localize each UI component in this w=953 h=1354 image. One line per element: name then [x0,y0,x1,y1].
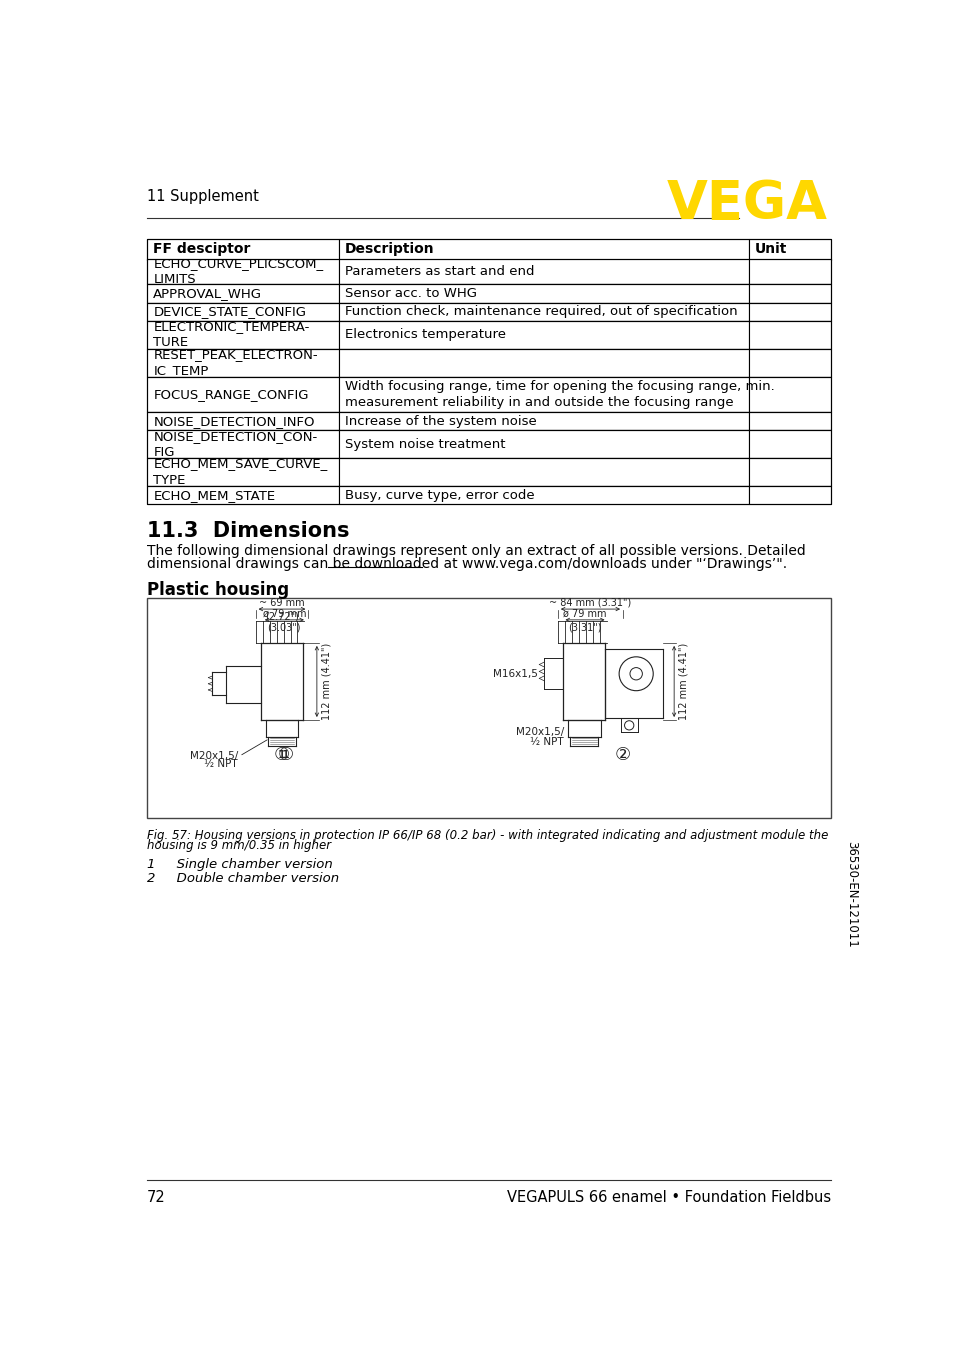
Bar [147,349,830,376]
Text: 112 mm (4.41"): 112 mm (4.41") [321,643,332,720]
Bar [147,303,338,321]
Text: VEGAPULS 66 enamel • Foundation Fieldbus: VEGAPULS 66 enamel • Foundation Fieldbus [506,1190,830,1205]
Text: VEGA: VEGA [666,177,827,230]
Bar [338,376,748,412]
Text: M16x1,5: M16x1,5 [493,669,537,678]
Text: FF desciptor: FF desciptor [153,242,251,256]
Text: ELECTRONIC_TEMPERA-
TURE: ELECTRONIC_TEMPERA- TURE [153,321,310,349]
Text: Increase of the system noise: Increase of the system noise [344,414,536,428]
Text: ECHO_MEM_STATE: ECHO_MEM_STATE [153,489,275,501]
Bar [147,321,830,349]
Bar [147,376,830,412]
Text: ½ NPT: ½ NPT [204,758,237,769]
Bar [338,458,748,486]
Text: Parameters as start and end: Parameters as start and end [344,265,534,279]
Text: ø 79 mm: ø 79 mm [562,608,606,619]
Text: Description: Description [344,242,434,256]
Bar [748,486,830,504]
Bar [147,240,830,260]
Text: ½ NPT: ½ NPT [530,737,563,746]
Bar [338,349,748,376]
Bar [748,284,830,303]
Text: dimensional drawings can be downloaded at www.vega.com/downloads under "‘Drawing: dimensional drawings can be downloaded a… [147,558,786,571]
Text: ~ 69 mm: ~ 69 mm [259,597,305,608]
Text: ①: ① [274,746,290,765]
Text: Sensor acc. to WHG: Sensor acc. to WHG [344,287,476,299]
Bar [338,303,748,321]
Bar [748,431,830,458]
Text: 72: 72 [147,1190,166,1205]
Text: Unit: Unit [754,242,786,256]
Text: ②: ② [615,746,630,765]
Bar [748,412,830,431]
Text: The following dimensional drawings represent only an extract of all possible ver: The following dimensional drawings repre… [147,544,805,558]
Bar [147,349,338,376]
Text: NOISE_DETECTION_CON-
FIG: NOISE_DETECTION_CON- FIG [153,429,317,459]
Text: M20x1,5/: M20x1,5/ [190,751,237,761]
Bar [147,284,338,303]
Bar [338,284,748,303]
Bar [748,458,830,486]
Text: 1     Single chamber version: 1 Single chamber version [147,858,333,871]
Bar [338,260,748,284]
Text: Plastic housing: Plastic housing [147,581,289,600]
Bar [748,376,830,412]
Bar [147,260,830,284]
Bar [147,458,830,486]
Bar [147,321,338,349]
Text: 112 mm (4.41"): 112 mm (4.41") [679,643,688,720]
Bar [338,240,748,260]
Bar [147,458,338,486]
Text: System noise treatment: System noise treatment [344,437,505,451]
Text: Fig. 57: Housing versions in protection IP 66/IP 68 (0.2 bar) - with integrated : Fig. 57: Housing versions in protection … [147,829,827,842]
Bar [748,349,830,376]
Bar [748,260,830,284]
Text: (3.03"): (3.03") [267,623,301,632]
Text: ~ 84 mm (3.31"): ~ 84 mm (3.31") [549,597,631,608]
Bar [748,303,830,321]
Text: ø 79 mm: ø 79 mm [262,608,306,619]
Bar [338,431,748,458]
Text: (2.72"): (2.72") [265,612,298,621]
Text: Function check, maintenance required, out of specification: Function check, maintenance required, ou… [344,306,737,318]
Bar [147,412,338,431]
Bar [147,431,338,458]
Text: Busy, curve type, error code: Busy, curve type, error code [344,489,534,501]
Text: Width focusing range, time for opening the focusing range, min.
measurement reli: Width focusing range, time for opening t… [344,379,774,409]
Bar [147,412,830,431]
Text: 11.3  Dimensions: 11.3 Dimensions [147,521,350,542]
Text: ECHO_MEM_SAVE_CURVE_
TYPE: ECHO_MEM_SAVE_CURVE_ TYPE [153,458,327,486]
Text: 36530-EN-121011: 36530-EN-121011 [844,841,858,948]
Bar [147,486,338,504]
Text: APPROVAL_WHG: APPROVAL_WHG [153,287,262,299]
Bar [147,376,338,412]
Bar [147,486,830,504]
Text: ①: ① [277,746,294,765]
Bar [748,321,830,349]
Text: housing is 9 mm/0.35 in higher: housing is 9 mm/0.35 in higher [147,839,331,852]
Bar [147,284,830,303]
Text: Electronics temperature: Electronics temperature [344,329,505,341]
Text: 11 Supplement: 11 Supplement [147,190,259,204]
Text: (3.31"): (3.31") [568,623,601,632]
Text: ECHO_CURVE_PLICSCOM_
LIMITS: ECHO_CURVE_PLICSCOM_ LIMITS [153,257,323,286]
Text: RESET_PEAK_ELECTRON-
IC_TEMP: RESET_PEAK_ELECTRON- IC_TEMP [153,348,317,378]
Text: DEVICE_STATE_CONFIG: DEVICE_STATE_CONFIG [153,306,306,318]
Bar [748,240,830,260]
Bar [147,598,830,818]
Bar [147,303,830,321]
Text: FOCUS_RANGE_CONFIG: FOCUS_RANGE_CONFIG [153,387,309,401]
Bar [338,486,748,504]
Text: M20x1,5/: M20x1,5/ [516,727,563,737]
Bar [338,321,748,349]
Bar [147,240,338,260]
Bar [338,412,748,431]
Text: NOISE_DETECTION_INFO: NOISE_DETECTION_INFO [153,414,314,428]
Bar [147,431,830,458]
Bar [147,260,338,284]
Text: 2     Double chamber version: 2 Double chamber version [147,872,339,884]
